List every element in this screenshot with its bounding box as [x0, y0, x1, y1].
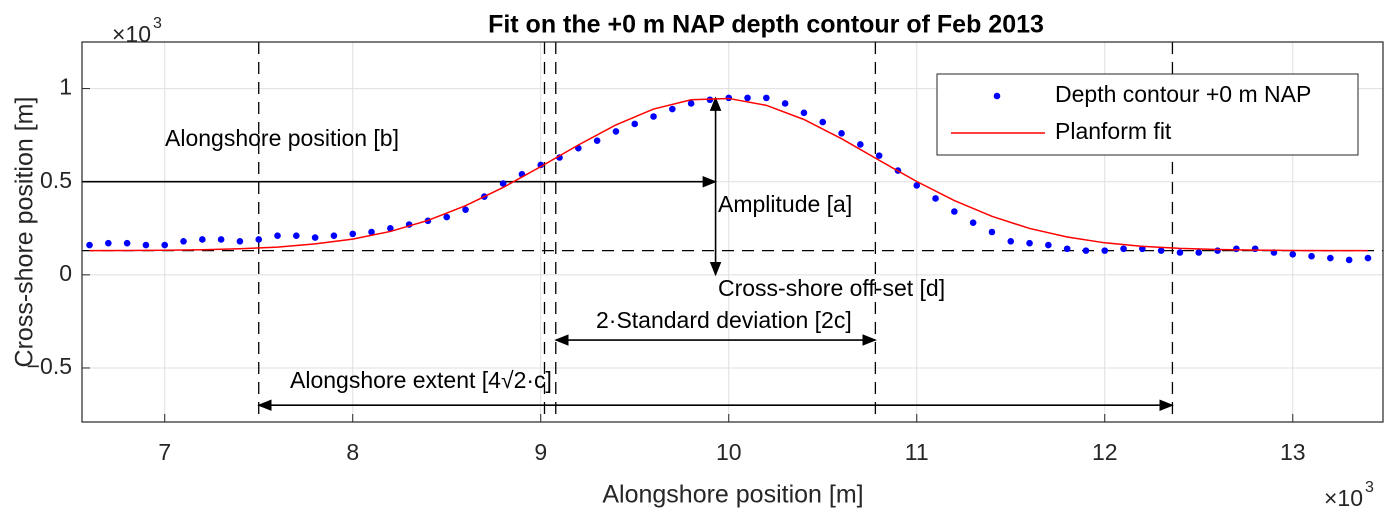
data-point [1364, 254, 1372, 262]
data-point [1082, 247, 1090, 254]
data-point [1327, 254, 1334, 262]
data-point [988, 228, 996, 236]
y-tick-label: 0.5 [40, 167, 72, 193]
data-point [537, 161, 545, 169]
annotation: Alongshore extent [4√2·c] [290, 367, 552, 393]
data-point [217, 236, 225, 243]
data-point [311, 234, 319, 241]
y-tick-label: −0.5 [27, 353, 72, 379]
y-tick-label: 0 [59, 260, 72, 286]
data-point [1026, 239, 1033, 247]
data-point [669, 105, 676, 113]
data-point [838, 129, 845, 137]
y-tick-label: 1 [59, 74, 72, 100]
y-multiplier-exponent: 3 [153, 15, 162, 32]
data-point [1233, 245, 1240, 253]
data-point [1195, 249, 1203, 256]
axes-box [81, 41, 1384, 423]
data-point [236, 238, 244, 245]
data-point [1101, 247, 1109, 254]
data-point [857, 141, 864, 148]
chart-title: Fit on the +0 m NAP depth contour of Feb… [488, 11, 1044, 39]
legend-label: Depth contour +0 m NAP [1055, 81, 1311, 107]
data-point [1063, 245, 1071, 253]
data-point [951, 208, 958, 215]
data-point [1308, 252, 1315, 260]
data-point [1045, 241, 1052, 249]
x-tick-label: 10 [716, 439, 742, 465]
annotation: Cross-shore off-set [d] [718, 275, 945, 301]
data-point [800, 109, 808, 117]
data-point [86, 241, 93, 249]
data-point [631, 120, 639, 128]
data-point [443, 213, 451, 221]
data-point [593, 137, 601, 145]
data-point [274, 232, 281, 240]
data-point [819, 118, 827, 126]
data-point [199, 236, 206, 243]
data-point [387, 224, 394, 232]
data-point [1007, 238, 1015, 245]
x-tick-label: 12 [1092, 439, 1118, 465]
data-point [142, 241, 150, 249]
data-point [781, 100, 789, 107]
annotation: 2·Standard deviation [2c] [596, 307, 852, 333]
legend-marker [993, 92, 1001, 100]
x-tick-label: 13 [1280, 439, 1306, 465]
annotation: Amplitude [a] [718, 191, 852, 217]
data-point [1251, 245, 1259, 253]
x-tick-label: 7 [158, 439, 171, 465]
data-point [744, 94, 751, 102]
data-point [1176, 249, 1184, 256]
data-point [255, 236, 263, 243]
data-point [105, 239, 112, 247]
x-multiplier-base: ×10 [1324, 485, 1363, 511]
data-point [687, 100, 695, 107]
data-point [875, 152, 883, 159]
data-point [612, 128, 620, 135]
data-point [368, 228, 375, 236]
annotation: Alongshore position [b] [165, 125, 399, 151]
data-point [349, 230, 357, 238]
data-point [161, 241, 169, 249]
x-tick-label: 8 [346, 439, 359, 465]
data-point [932, 195, 939, 202]
y-axis-label: Cross-shore position [m] [11, 97, 39, 368]
data-point [180, 238, 187, 245]
data-point [123, 239, 131, 247]
data-point [913, 182, 921, 189]
data-point [1345, 256, 1353, 264]
legend-label: Planform fit [1055, 118, 1172, 144]
fit-line [89, 97, 1368, 252]
data-point [969, 219, 977, 226]
data-point [1214, 247, 1221, 254]
data-point [462, 206, 469, 213]
x-tick-label: 11 [905, 439, 929, 465]
x-axis-label: Alongshore position [m] [602, 481, 863, 509]
data-point [499, 180, 507, 187]
data-point [330, 232, 338, 240]
data-point [556, 154, 563, 161]
legend-box [936, 73, 1359, 156]
data-point [1157, 247, 1165, 254]
data-point [1289, 251, 1297, 258]
data-point [763, 94, 770, 102]
data-point [293, 232, 300, 240]
x-tick-label: 9 [534, 439, 547, 465]
x-multiplier-exponent: 3 [1365, 479, 1374, 496]
data-point [1120, 245, 1127, 253]
data-point [650, 113, 657, 120]
